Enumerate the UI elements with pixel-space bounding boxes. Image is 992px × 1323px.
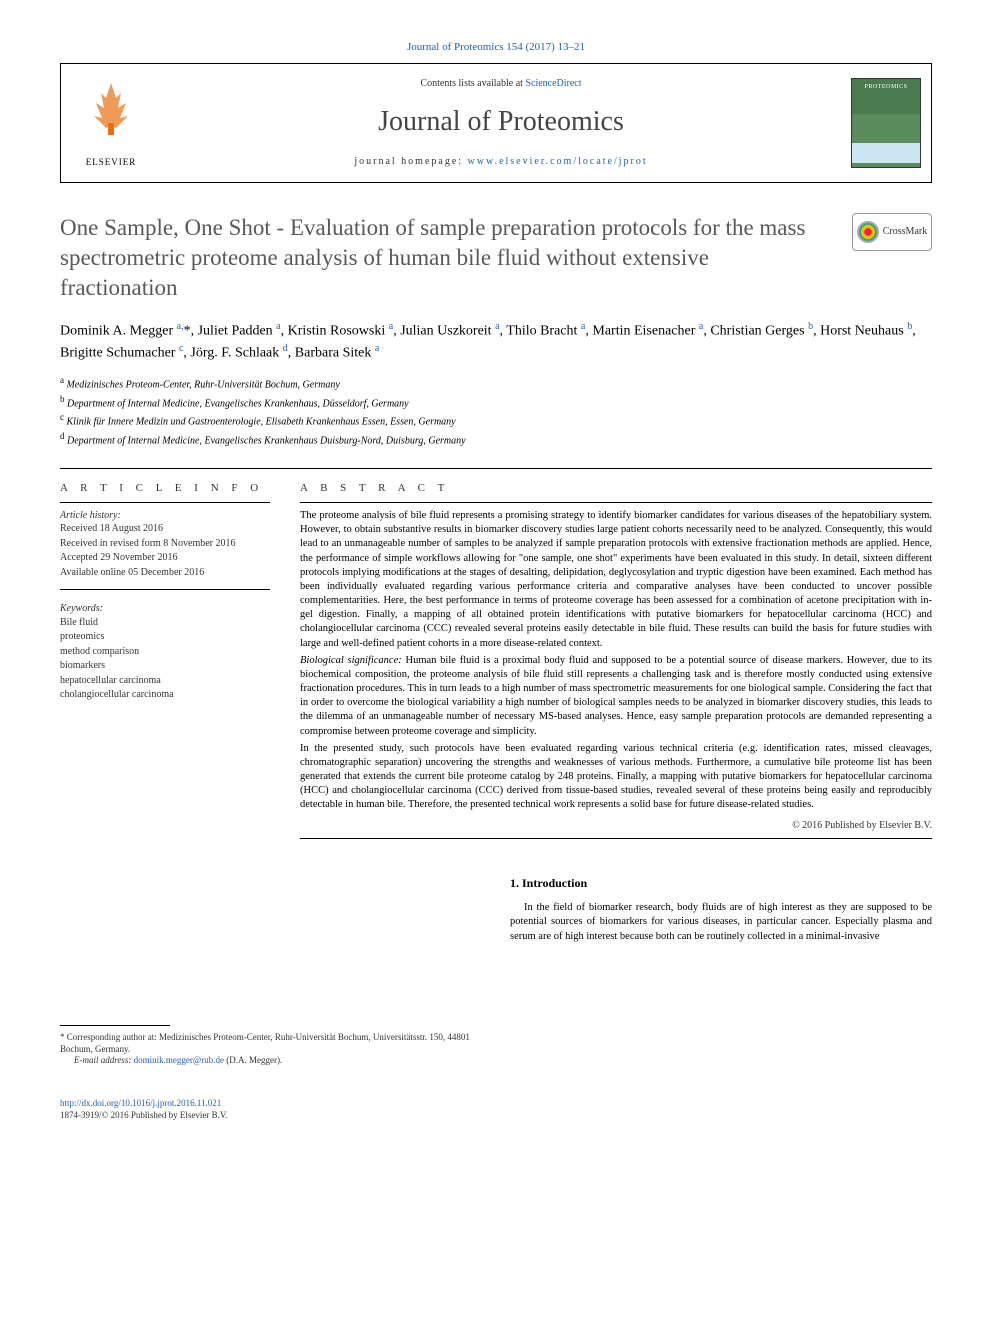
keyword: cholangiocellular carcinoma	[60, 688, 270, 702]
keyword: proteomics	[60, 630, 270, 644]
history-item: Available online 05 December 2016	[60, 566, 270, 580]
abstract-copyright: © 2016 Published by Elsevier B.V.	[300, 819, 932, 833]
journal-name: Journal of Proteomics	[151, 103, 851, 141]
doi-link[interactable]: http://dx.doi.org/10.1016/j.jprot.2016.1…	[60, 1098, 221, 1108]
elsevier-logo[interactable]: ELSEVIER	[71, 73, 151, 173]
crossmark-badge[interactable]: CrossMark	[852, 213, 932, 251]
keyword: method comparison	[60, 645, 270, 659]
issn-copyright: 1874-3919/© 2016 Published by Elsevier B…	[60, 1110, 227, 1120]
journal-header: ELSEVIER Contents lists available at Sci…	[60, 63, 932, 183]
divider-short	[300, 838, 932, 839]
divider	[60, 468, 932, 469]
abstract-p3: In the presented study, such protocols h…	[300, 742, 932, 813]
abstract-body: The proteome analysis of bile fluid repr…	[300, 509, 932, 813]
intro-heading: 1. Introduction	[510, 875, 932, 891]
history-item: Received in revised form 8 November 2016	[60, 537, 270, 551]
footer: http://dx.doi.org/10.1016/j.jprot.2016.1…	[60, 1097, 932, 1121]
article-title: One Sample, One Shot - Evaluation of sam…	[60, 213, 852, 303]
crossmark-label: CrossMark	[883, 225, 927, 239]
history-item: Received 18 August 2016	[60, 522, 270, 536]
history-item: Accepted 29 November 2016	[60, 551, 270, 565]
keyword: Bile fluid	[60, 616, 270, 630]
divider-short	[60, 589, 270, 590]
cover-title: PROTEOMICS	[852, 79, 920, 91]
keyword: biomarkers	[60, 659, 270, 673]
abstract-p1: The proteome analysis of bile fluid repr…	[300, 509, 932, 651]
keywords-label: Keywords:	[60, 602, 270, 616]
keyword: hepatocellular carcinoma	[60, 674, 270, 688]
author-email-link[interactable]: dominik.megger@rub.de	[134, 1055, 224, 1065]
contents-line: Contents lists available at ScienceDirec…	[151, 77, 851, 91]
abstract-p2: Biological significance: Human bile flui…	[300, 654, 932, 739]
elsevier-label: ELSEVIER	[86, 156, 137, 168]
intro-paragraph: In the field of biomarker research, body…	[510, 901, 932, 944]
cover-bottom-strip	[852, 143, 920, 163]
divider-short	[300, 502, 932, 503]
sciencedirect-link[interactable]: ScienceDirect	[525, 78, 581, 89]
journal-homepage-link[interactable]: www.elsevier.com/locate/jprot	[468, 156, 648, 167]
affiliation: c Klinik für Innere Medizin und Gastroen…	[60, 411, 932, 429]
affiliation: a Medizinisches Proteom-Center, Ruhr-Uni…	[60, 374, 932, 392]
corresponding-author-note: * Corresponding author at: Medizinisches…	[60, 1032, 480, 1067]
journal-cover-thumbnail[interactable]: PROTEOMICS	[851, 78, 921, 168]
abstract-label: A B S T R A C T	[300, 481, 932, 496]
footnote-rule	[60, 1025, 170, 1026]
affiliation: d Department of Internal Medicine, Evang…	[60, 430, 932, 448]
authors-list: Dominik A. Megger a,*, Juliet Padden a, …	[60, 319, 932, 364]
affiliation: b Department of Internal Medicine, Evang…	[60, 393, 932, 411]
crossmark-icon	[857, 221, 879, 243]
history-label: Article history:	[60, 509, 270, 523]
homepage-line: journal homepage: www.elsevier.com/locat…	[151, 155, 851, 169]
divider-short	[60, 502, 270, 503]
journal-citation[interactable]: Journal of Proteomics 154 (2017) 13–21	[60, 40, 932, 55]
article-info-label: A R T I C L E I N F O	[60, 481, 270, 496]
elsevier-tree-icon	[86, 78, 136, 156]
